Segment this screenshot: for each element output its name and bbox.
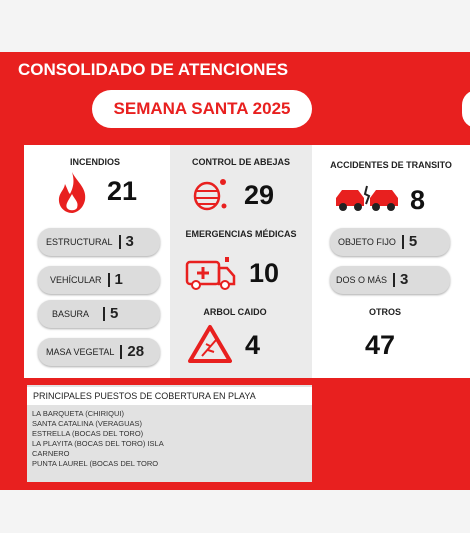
pill: DOS O MÁS 3 bbox=[330, 266, 450, 294]
pill: OBJETO FIJO 5 bbox=[330, 228, 450, 256]
label: ARBOL CAIDO bbox=[203, 307, 267, 317]
warning-icon bbox=[188, 325, 232, 363]
beach-item: ESTRELLA (BOCAS DEL TORO) bbox=[32, 429, 144, 438]
label: ACCIDENTES DE TRANSITO bbox=[330, 160, 452, 170]
subtitle-pill: SEMANA SANTA 2025 bbox=[92, 90, 312, 128]
beach-item: LA BARQUETA (CHIRIQUI) bbox=[32, 409, 124, 418]
label: INCENDIOS bbox=[69, 157, 120, 167]
value: 29 bbox=[244, 180, 275, 210]
label: OTROS bbox=[368, 307, 401, 317]
beach-item: SANTA CATALINA (VERAGUAS) bbox=[32, 419, 143, 428]
pill: BASURA 5 bbox=[38, 300, 160, 328]
beach-list: LA BARQUETA (CHIRIQUI) SANTA CATALINA (VE… bbox=[32, 409, 164, 469]
label: EMERGENCIAS MÉDICAS bbox=[185, 229, 297, 239]
value: 4 bbox=[245, 330, 261, 360]
beach-item: CARNERO bbox=[32, 449, 70, 458]
pill: MASA VEGETAL 28 bbox=[38, 338, 160, 366]
value: 47 bbox=[365, 330, 396, 360]
ambulance-icon bbox=[185, 257, 236, 290]
beach-item: PUNTA LAUREL (BOCAS DEL TORO bbox=[32, 459, 159, 468]
value: 10 bbox=[249, 258, 280, 288]
flame-icon bbox=[58, 172, 86, 213]
partial-pill bbox=[462, 90, 470, 128]
pill: ESTRUCTURAL 3 bbox=[38, 228, 160, 256]
value: 8 bbox=[410, 185, 426, 215]
crash-icon bbox=[336, 185, 398, 211]
value: 21 bbox=[107, 176, 138, 206]
beach-title: PRINCIPALES PUESTOS DE COBERTURA EN PLAY… bbox=[27, 387, 312, 405]
title: CONSOLIDADO DE ATENCIONES bbox=[18, 60, 289, 79]
pill: VEHÍCULAR 1 bbox=[38, 266, 160, 294]
label: CONTROL DE ABEJAS bbox=[191, 157, 290, 167]
bee-icon bbox=[193, 179, 227, 211]
beach-item: LA PLAYITA (BOCAS DEL TORO) ISLA bbox=[32, 439, 164, 448]
